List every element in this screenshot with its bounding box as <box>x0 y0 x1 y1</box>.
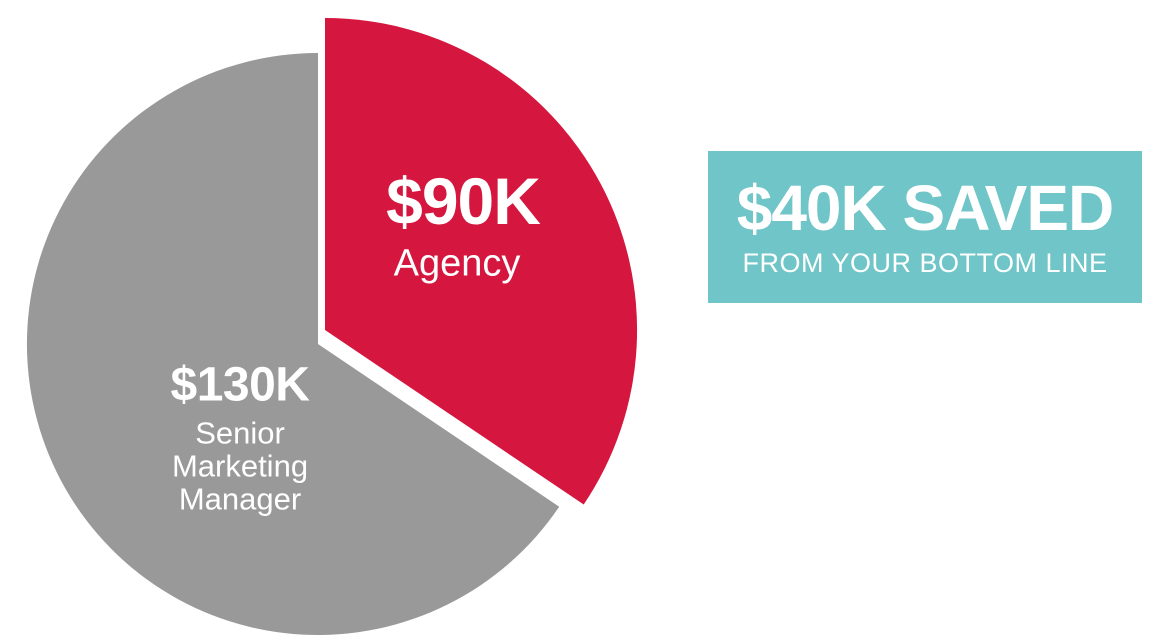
manager-value-label: $130K <box>170 358 310 412</box>
manager-category-line-3: Manager <box>178 481 302 517</box>
savings-badge-title: $40K SAVED <box>736 171 1115 244</box>
pie-slice-agency <box>325 17 638 505</box>
manager-category-line-1: Senior <box>195 415 285 451</box>
manager-category-line-2: Marketing <box>171 448 309 484</box>
manager-category-label: Senior Marketing Manager <box>172 417 308 516</box>
agency-category-label: Agency <box>393 242 521 285</box>
savings-badge-subtitle: FROM YOUR BOTTOM LINE <box>742 248 1108 279</box>
pie-slice-senior-marketing-manager <box>26 53 560 635</box>
agency-value-label: $90K <box>386 164 541 238</box>
savings-badge: $40K SAVED FROM YOUR BOTTOM LINE <box>708 151 1142 303</box>
